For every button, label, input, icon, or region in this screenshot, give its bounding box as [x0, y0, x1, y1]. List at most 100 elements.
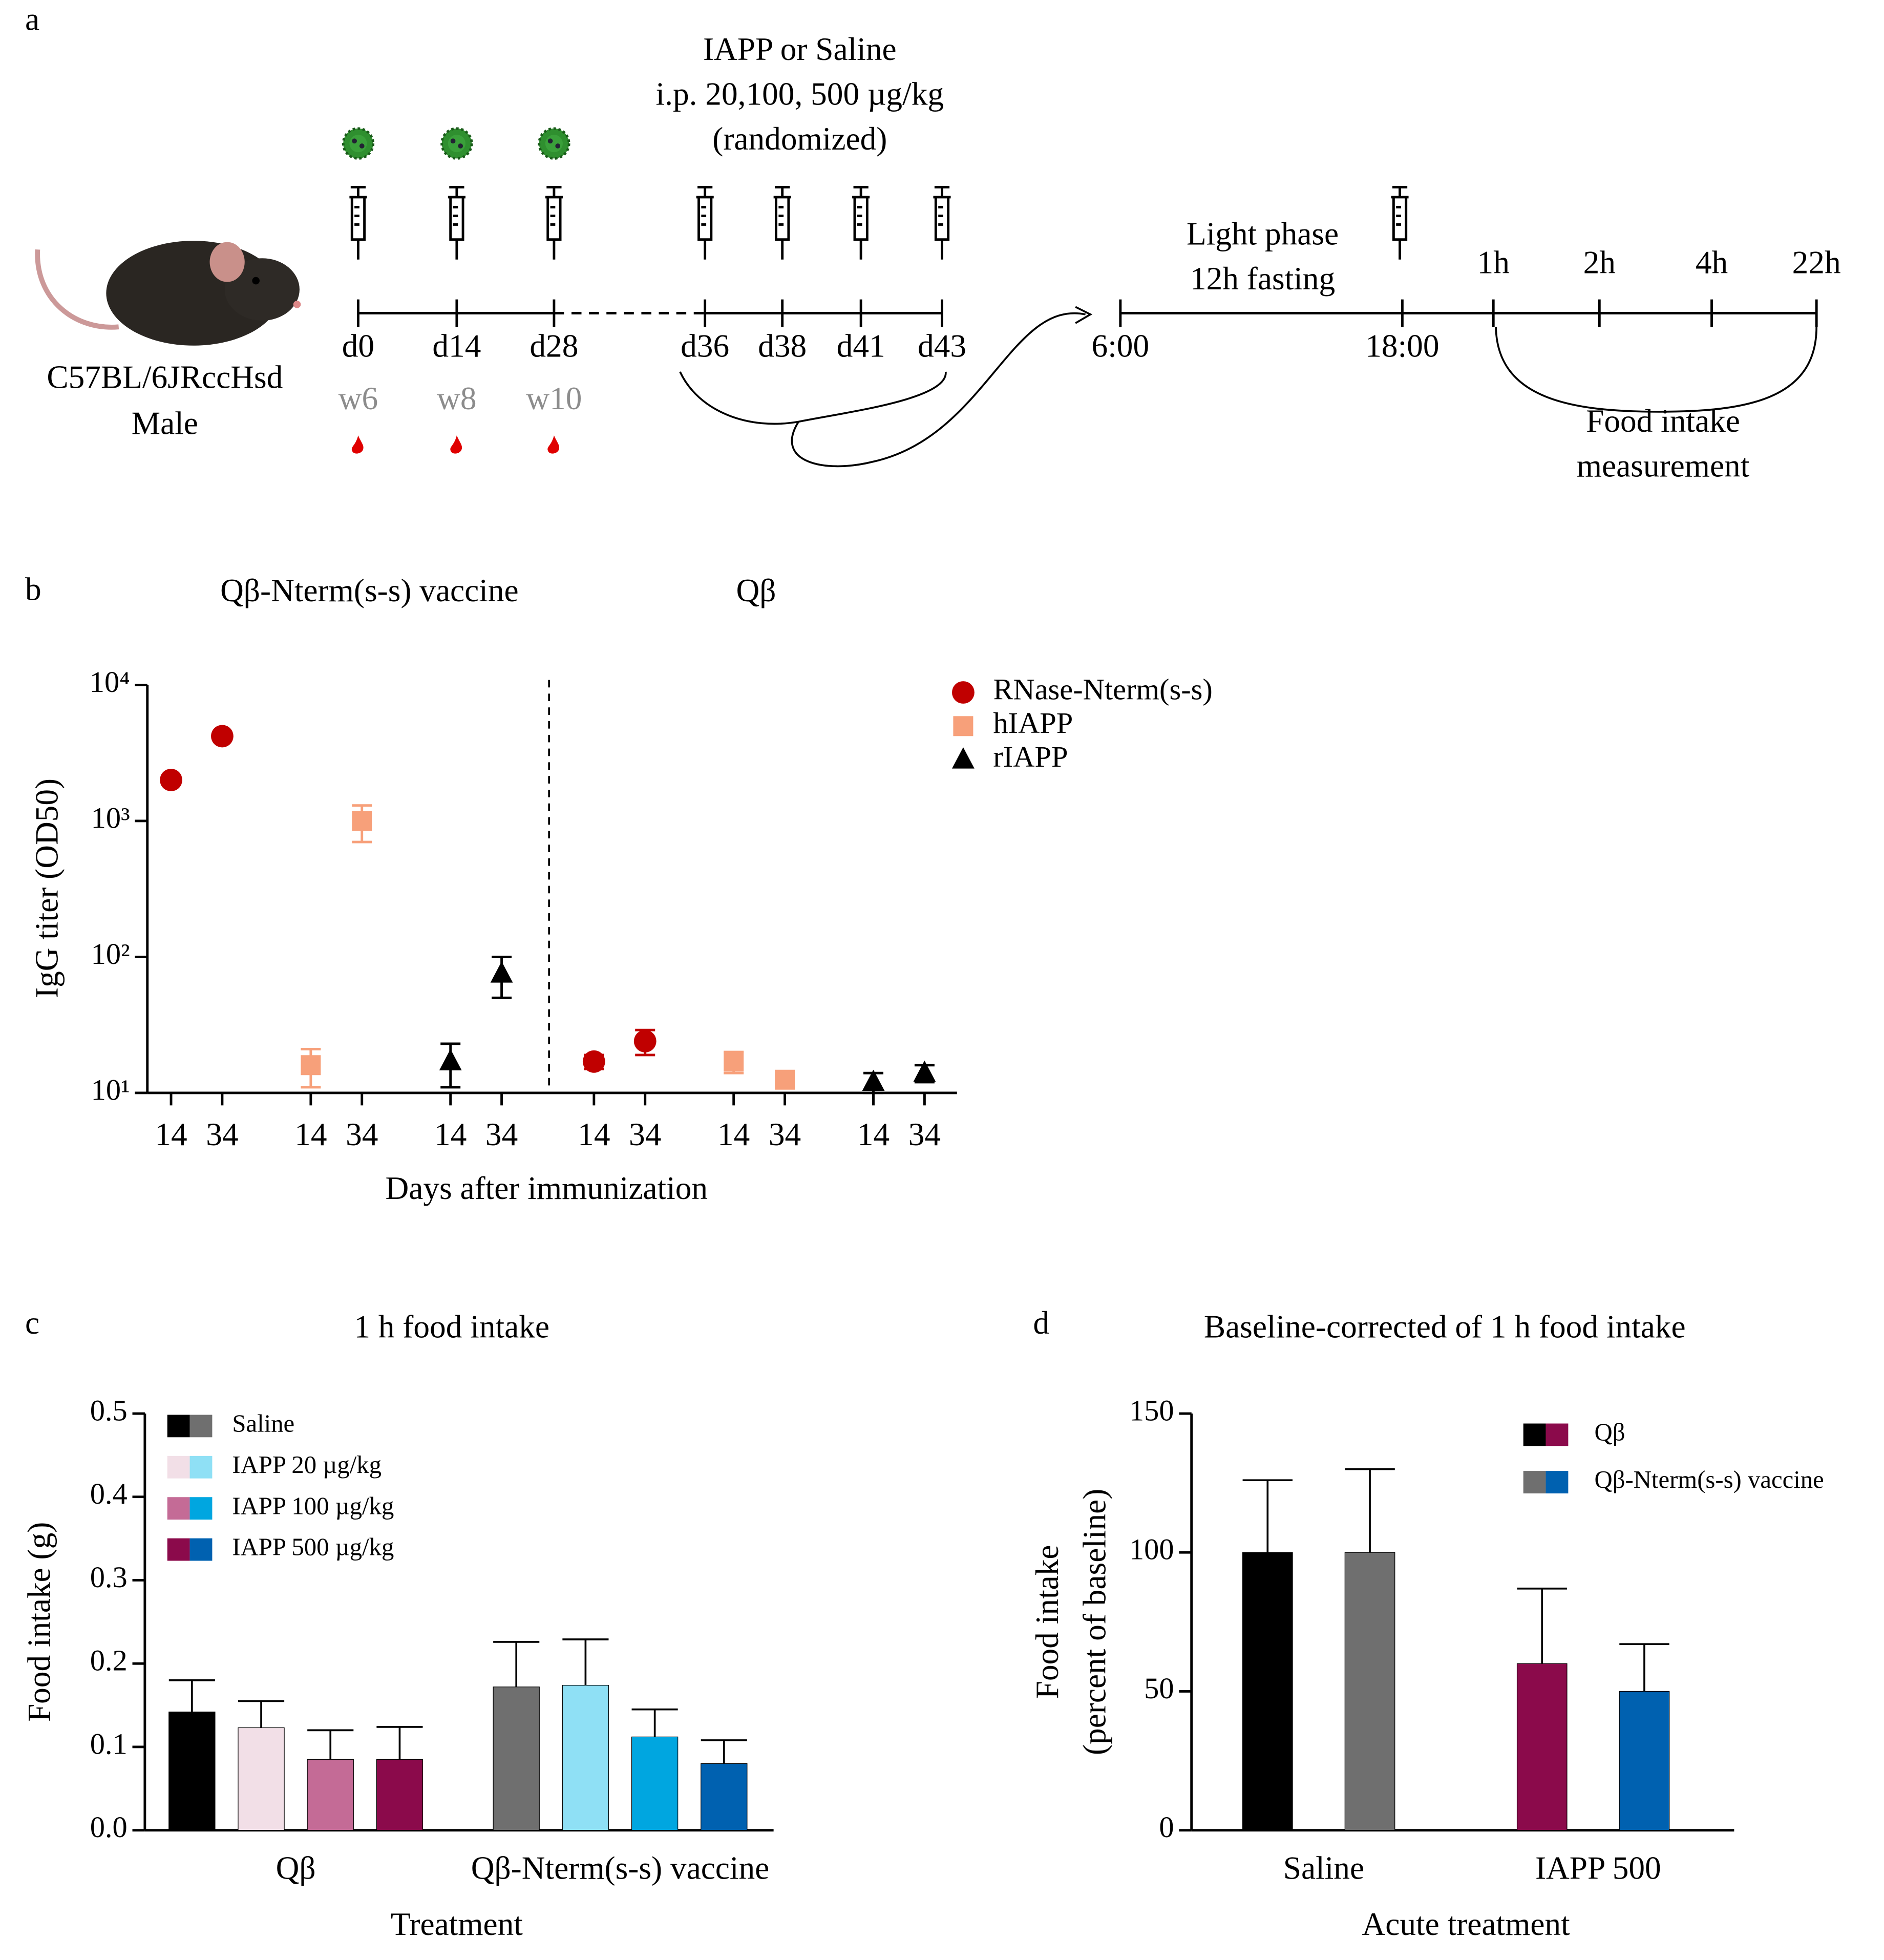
injection-title: IAPP or Saline: [703, 31, 897, 67]
y-tick-label: 0.4: [90, 1477, 128, 1510]
error-bar: [1345, 1468, 1395, 1553]
point: [913, 1060, 936, 1082]
y-tick-label: 0.5: [90, 1394, 128, 1427]
legend-swatch: [1523, 1471, 1546, 1493]
week-label: w10: [526, 381, 582, 416]
x-tick-label: 14: [434, 1116, 467, 1152]
day-label: d38: [758, 328, 807, 364]
chart-title: 1 h food intake: [354, 1309, 549, 1344]
day-label: d0: [342, 328, 374, 364]
y-tick-label: 10⁴: [90, 665, 130, 699]
x-tick-label: 34: [206, 1116, 238, 1152]
x-tick-label: 34: [908, 1116, 941, 1152]
timepoint-label: 22h: [1792, 244, 1841, 280]
x-tick-label: 14: [155, 1116, 187, 1152]
group-title: Qβ: [736, 573, 776, 608]
injection-title: i.p. 20,100, 500 µg/kg: [656, 76, 944, 112]
point: [633, 1030, 657, 1052]
point: [862, 1069, 885, 1091]
legend-swatch: [1546, 1423, 1569, 1446]
panel-label: c: [25, 1305, 39, 1341]
legend-swatch: [189, 1456, 213, 1479]
legend-label: IAPP 20 µg/kg: [232, 1451, 382, 1479]
y-tick-label: 50: [1144, 1672, 1174, 1705]
legend-label: IAPP 100 µg/kg: [232, 1492, 394, 1520]
x-tick-label: 34: [346, 1116, 378, 1152]
error-bar: [493, 1641, 540, 1687]
injection-title: (randomized): [712, 121, 887, 157]
y-tick-label: 10¹: [91, 1073, 130, 1106]
bar: [1344, 1552, 1395, 1831]
measurement-label: Food intake: [1586, 403, 1740, 439]
error-bar: [1619, 1643, 1669, 1692]
day-label: d28: [530, 328, 578, 364]
clock-label: 18:00: [1365, 328, 1439, 364]
week-label: w8: [437, 381, 476, 416]
error-bar: [1517, 1587, 1567, 1664]
x-tick-label: 34: [629, 1116, 661, 1152]
y-tick-label: 0.1: [90, 1727, 128, 1760]
x-tick-label: 34: [485, 1116, 518, 1152]
point: [439, 1049, 462, 1070]
legend-swatch: [167, 1415, 190, 1438]
x-tick-label: IAPP 500: [1535, 1850, 1661, 1886]
clock-label: 6:00: [1092, 328, 1150, 364]
error-bar: [168, 1679, 215, 1712]
fasting-label: 12h fasting: [1190, 261, 1335, 297]
x-axis-label: Acute treatment: [1362, 1906, 1571, 1942]
timepoint-label: 1h: [1477, 244, 1510, 280]
fasting-label: Light phase: [1187, 216, 1339, 251]
day-label: d14: [432, 328, 481, 364]
legend-swatch: [167, 1538, 190, 1561]
bar: [238, 1727, 285, 1831]
legend-swatch: [1523, 1423, 1546, 1446]
y-tick-label: 10²: [91, 937, 130, 971]
bar: [168, 1711, 216, 1831]
point: [775, 1069, 795, 1090]
y-axis-label: Food intake: [1029, 1545, 1065, 1699]
x-tick-label: Qβ: [276, 1850, 316, 1886]
y-tick-label: 0.0: [90, 1810, 128, 1844]
x-tick-label: Qβ-Nterm(s-s) vaccine: [471, 1850, 770, 1886]
legend-label: rIAPP: [993, 740, 1068, 773]
y-tick-label: 0.2: [90, 1644, 128, 1677]
measurement-label: measurement: [1577, 448, 1750, 483]
panel-label: d: [1033, 1305, 1049, 1341]
legend-marker: [953, 716, 973, 736]
x-tick-label: 14: [717, 1116, 750, 1152]
point: [724, 1051, 744, 1072]
legend-swatch: [189, 1415, 213, 1438]
point: [490, 961, 513, 983]
panel-label: b: [25, 572, 41, 607]
chart-title: Baseline-corrected of 1 h food intake: [1204, 1309, 1686, 1344]
x-tick-label: Saline: [1283, 1850, 1364, 1886]
legend-label: Qβ-Nterm(s-s) vaccine: [1595, 1466, 1824, 1493]
mouse-illustration: [35, 241, 301, 346]
legend-label: hIAPP: [993, 706, 1073, 740]
bar: [376, 1759, 424, 1831]
point: [582, 1050, 605, 1073]
legend-label: Saline: [232, 1410, 294, 1438]
y-axis-label: Food intake (g): [22, 1522, 57, 1722]
point: [160, 769, 182, 791]
y-axis-label: IgG titer (OD50): [29, 778, 65, 998]
timeline: [357, 299, 1818, 468]
day-label: d43: [918, 328, 966, 364]
timepoint-label: 4h: [1696, 244, 1728, 280]
bar: [307, 1759, 354, 1831]
x-axis-label: Treatment: [391, 1906, 523, 1942]
legend-marker: [951, 747, 975, 769]
point: [352, 811, 372, 831]
legend-swatch: [167, 1456, 190, 1479]
x-tick-label: 14: [294, 1116, 327, 1152]
bar: [493, 1687, 540, 1831]
y-tick-label: 150: [1129, 1394, 1174, 1427]
x-tick-label: 14: [578, 1116, 610, 1152]
legend-label: IAPP 500 µg/kg: [232, 1533, 394, 1561]
legend-swatch: [189, 1538, 213, 1561]
bar: [1619, 1691, 1670, 1831]
y-tick-label: 100: [1129, 1533, 1174, 1566]
point: [301, 1055, 321, 1076]
bar: [1242, 1552, 1293, 1831]
